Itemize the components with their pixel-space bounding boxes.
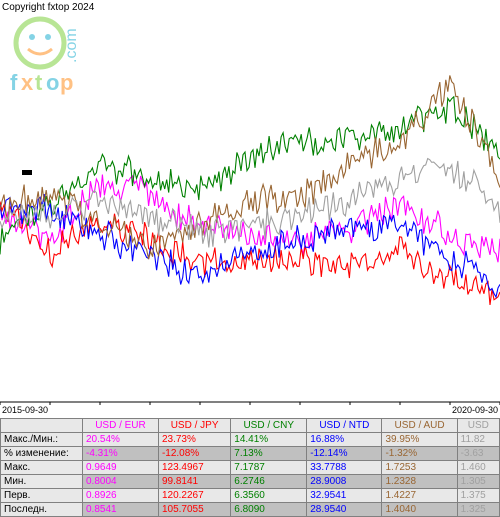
- svg-text:p: p: [60, 70, 73, 95]
- x-axis-end: 2020-09-30: [452, 405, 498, 415]
- stat-cell: 0.9649: [83, 461, 159, 475]
- stat-cell: 1.325: [457, 503, 499, 517]
- svg-text:f: f: [10, 70, 18, 95]
- stat-cell: 6.2746: [231, 475, 307, 489]
- pair-header: USD / JPY: [158, 419, 230, 433]
- pair-header: USD: [457, 419, 499, 433]
- stat-cell: 1.4040: [382, 503, 457, 517]
- stat-cell: 1.460: [457, 461, 499, 475]
- stat-cell: -3.63: [457, 447, 499, 461]
- stat-cell: 6.8090: [231, 503, 307, 517]
- stat-cell: 1.375: [457, 489, 499, 503]
- stat-cell: 33.7788: [307, 461, 382, 475]
- stat-cell: 123.4967: [158, 461, 230, 475]
- svg-text:x: x: [21, 70, 34, 95]
- table-corner: [1, 419, 83, 433]
- stat-cell: 0.8926: [83, 489, 159, 503]
- stat-cell: 20.54%: [83, 433, 159, 447]
- row-label: Мин.: [1, 475, 83, 489]
- row-label: Перв.: [1, 489, 83, 503]
- stat-cell: 1.4227: [382, 489, 457, 503]
- stat-cell: 1.2328: [382, 475, 457, 489]
- stat-cell: 32.9541: [307, 489, 382, 503]
- stat-cell: 120.2267: [158, 489, 230, 503]
- svg-text:o: o: [46, 70, 59, 95]
- stat-cell: 11.82: [457, 433, 499, 447]
- row-label: Последн.: [1, 503, 83, 517]
- stat-cell: -12.14%: [307, 447, 382, 461]
- x-axis-start: 2015-09-30: [2, 405, 48, 415]
- stat-cell: 99.8141: [158, 475, 230, 489]
- stat-cell: 39.95%: [382, 433, 457, 447]
- pair-header: USD / AUD: [382, 419, 457, 433]
- stat-cell: 0.8541: [83, 503, 159, 517]
- stat-cell: 7.1787: [231, 461, 307, 475]
- stat-cell: 7.13%: [231, 447, 307, 461]
- stat-cell: 1.305: [457, 475, 499, 489]
- pair-header: USD / CNY: [231, 419, 307, 433]
- stat-cell: -1.32%: [382, 447, 457, 461]
- copyright-text: Copyright fxtop 2024: [2, 2, 94, 13]
- stat-cell: 28.9540: [307, 503, 382, 517]
- stat-cell: 28.9008: [307, 475, 382, 489]
- stat-cell: 105.7055: [158, 503, 230, 517]
- svg-text:t: t: [35, 70, 43, 95]
- stat-cell: 6.3560: [231, 489, 307, 503]
- row-label: % изменение:: [1, 447, 83, 461]
- fxtop-logo: f x t o p .com: [8, 15, 103, 105]
- stat-cell: 16.88%: [307, 433, 382, 447]
- stat-cell: 14.41%: [231, 433, 307, 447]
- svg-text:.com: .com: [63, 28, 80, 63]
- row-label: Макс./Мин.:: [1, 433, 83, 447]
- pair-header: USD / NTD: [307, 419, 382, 433]
- stat-cell: -12.08%: [158, 447, 230, 461]
- row-label: Макс.: [1, 461, 83, 475]
- stat-cell: -4.31%: [83, 447, 159, 461]
- stats-table: USD / EURUSD / JPYUSD / CNYUSD / NTDUSD …: [0, 418, 500, 517]
- stat-cell: 1.7253: [382, 461, 457, 475]
- stat-cell: 0.8004: [83, 475, 159, 489]
- pair-header: USD / EUR: [83, 419, 159, 433]
- stat-cell: 23.73%: [158, 433, 230, 447]
